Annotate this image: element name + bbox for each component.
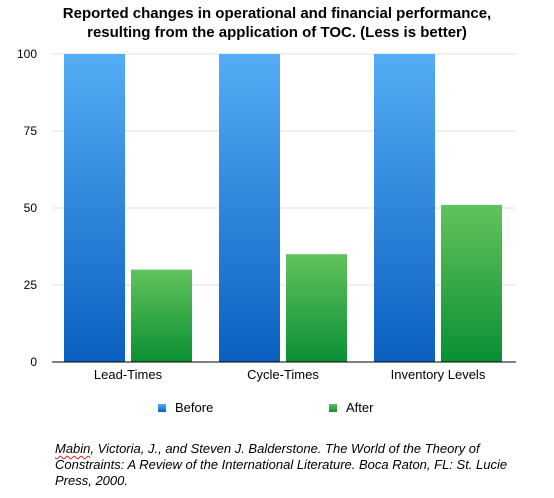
legend-swatch-after (329, 403, 337, 412)
legend: Before After (0, 400, 554, 420)
bar-before-cycle-times (219, 54, 280, 362)
legend-item-before: Before (158, 400, 213, 415)
legend-label-before: Before (175, 400, 214, 415)
bar-chart: 0 25 50 75 100 Lead-Times Cycle-Times Inventory… (17, 47, 516, 382)
x-tick-label: Lead-Times (94, 367, 163, 382)
chart-title-line-1: Reported changes in operational and fina… (62, 5, 492, 22)
chart-title: Reported changes in operational and fina… (0, 4, 554, 42)
y-tick-label: 100 (17, 47, 37, 61)
bar-before-lead-times (64, 54, 125, 362)
citation: Mabin, Victoria, J., and Steven J. Balde… (55, 441, 525, 489)
legend-item-after: After (329, 400, 373, 415)
x-tick-label: Inventory Levels (391, 367, 486, 382)
bar-before-inventory-levels (374, 54, 435, 362)
x-tick-label: Cycle-Times (247, 367, 319, 382)
chart-title-line-2: resulting from the application of TOC. (… (87, 24, 467, 41)
y-tick-label: 50 (24, 201, 38, 215)
y-tick-label: 0 (30, 355, 37, 369)
bar-after-cycle-times (286, 254, 347, 362)
legend-swatch-before (158, 403, 166, 412)
citation-text: , Victoria, J., and Steven J. Balderston… (55, 441, 508, 488)
legend-label-after: After (346, 400, 374, 415)
bar-after-lead-times (131, 269, 192, 362)
citation-author: Mabin (55, 441, 91, 456)
y-tick-label: 75 (24, 124, 38, 138)
y-tick-label: 25 (24, 278, 38, 292)
bar-after-inventory-levels (441, 204, 502, 362)
